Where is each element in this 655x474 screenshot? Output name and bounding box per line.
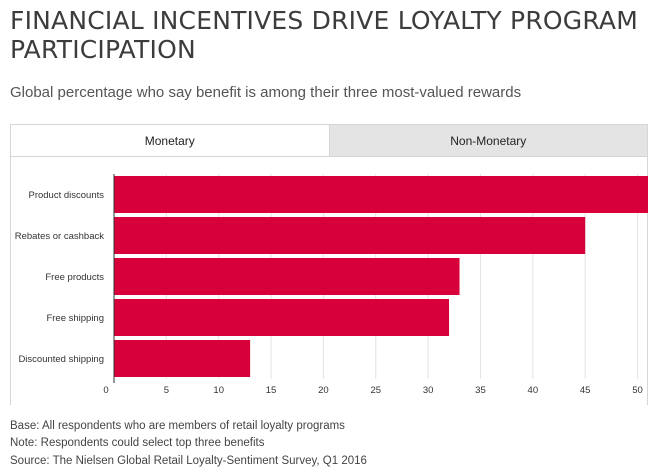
x-tick-label: 0 bbox=[103, 385, 108, 396]
category-label: Product discounts bbox=[28, 190, 104, 201]
x-tick-label: 35 bbox=[475, 385, 486, 396]
tab-bar: Monetary Non-Monetary bbox=[10, 124, 648, 157]
x-tick-label: 10 bbox=[213, 385, 224, 396]
category-label: Discounted shipping bbox=[18, 354, 104, 365]
footnote-note: Note: Respondents could select top three… bbox=[10, 437, 265, 449]
x-tick-label: 40 bbox=[528, 385, 539, 396]
tab-monetary[interactable]: Monetary bbox=[11, 125, 329, 156]
footnote-source: Source: The Nielsen Global Retail Loyalt… bbox=[10, 455, 367, 467]
x-tick-label: 15 bbox=[266, 385, 277, 396]
x-tick-label: 45 bbox=[580, 385, 591, 396]
category-label: Free products bbox=[45, 272, 104, 283]
x-tick-label: 5 bbox=[164, 385, 169, 396]
tab-non-monetary[interactable]: Non-Monetary bbox=[328, 125, 647, 156]
bar-chart: Product discounts Rebates or cashback Free… bbox=[15, 174, 648, 396]
bar-rebates-or-cashback bbox=[114, 217, 586, 254]
category-label: Free shipping bbox=[46, 313, 104, 324]
bar-product-discounts bbox=[114, 176, 648, 213]
x-tick-label: 20 bbox=[318, 385, 329, 396]
chart-subtitle: Global percentage who say benefit is amo… bbox=[10, 84, 522, 101]
chart-panel bbox=[10, 157, 648, 405]
bar-discounted-shipping bbox=[114, 340, 251, 377]
category-label: Rebates or cashback bbox=[15, 231, 104, 242]
x-tick-label: 25 bbox=[370, 385, 381, 396]
bar-free-shipping bbox=[114, 299, 450, 336]
x-tick-label: 50 bbox=[632, 385, 643, 396]
bar-free-products bbox=[114, 258, 460, 295]
x-tick-label: 30 bbox=[423, 385, 434, 396]
chart-title: FINANCIAL INCENTIVES DRIVE LOYALTY PROGR… bbox=[10, 6, 638, 64]
footnote-base: Base: All respondents who are members of… bbox=[10, 420, 345, 432]
